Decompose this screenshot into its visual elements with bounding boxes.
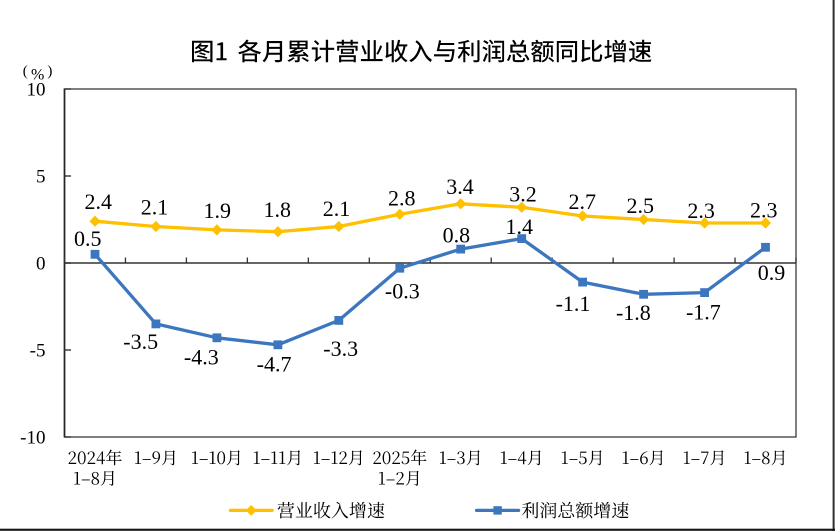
svg-text:2.8: 2.8 [388,186,416,211]
svg-text:%: % [31,67,44,84]
svg-text:2.4: 2.4 [84,189,112,214]
svg-text:2.1: 2.1 [323,196,351,221]
svg-text:3.4: 3.4 [446,174,474,199]
svg-text:-3.3: -3.3 [323,336,358,361]
svg-text:0: 0 [36,254,46,275]
svg-text:(: ( [23,63,28,79]
svg-text:-0.3: -0.3 [385,278,420,303]
svg-text:-1.7: -1.7 [686,300,721,325]
svg-text:3.2: 3.2 [509,182,537,207]
svg-text:1.9: 1.9 [203,198,231,223]
svg-text:): ) [47,63,52,79]
svg-text:-4.3: -4.3 [184,345,219,370]
svg-text:-5: -5 [30,341,46,362]
svg-text:-1.8: -1.8 [616,300,651,325]
svg-text:-10: -10 [20,428,45,449]
svg-text:2.7: 2.7 [569,189,597,214]
svg-text:0.8: 0.8 [443,223,471,248]
svg-text:1.8: 1.8 [263,197,291,222]
svg-text:0.9: 0.9 [758,260,786,285]
svg-text:2.3: 2.3 [687,198,715,223]
svg-text:2.1: 2.1 [141,195,169,220]
svg-text:2.5: 2.5 [627,193,655,218]
svg-text:-3.5: -3.5 [123,329,158,354]
svg-text:-4.7: -4.7 [257,351,292,376]
svg-text:2.3: 2.3 [750,197,778,222]
svg-text:-1.1: -1.1 [556,291,591,316]
svg-text:1.4: 1.4 [506,214,534,239]
svg-text:10: 10 [27,80,46,101]
svg-text:5: 5 [36,167,46,188]
svg-text:0.5: 0.5 [74,226,102,251]
